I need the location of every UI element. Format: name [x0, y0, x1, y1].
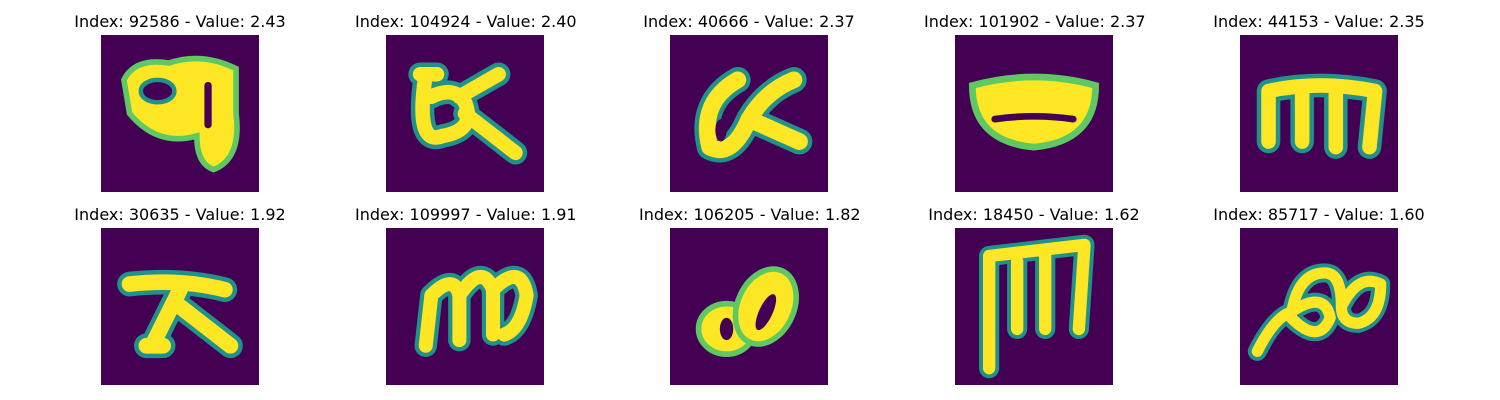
glyph-a-icon [101, 35, 259, 192]
sample-title: Index: 44153 - Value: 2.35 [1209, 12, 1429, 32]
sample-image [955, 228, 1113, 385]
sample-cell: Index: 30635 - Value: 1.92 [70, 205, 290, 385]
sample-image [386, 35, 544, 192]
sample-image [955, 35, 1113, 192]
sample-title: Index: 30635 - Value: 1.92 [70, 205, 290, 225]
sample-cell: Index: 104924 - Value: 2.40 [355, 12, 575, 192]
sample-title: Index: 85717 - Value: 1.60 [1209, 205, 1429, 225]
sample-cell: Index: 106205 - Value: 1.82 [639, 205, 859, 385]
glyph-d-icon [955, 35, 1113, 192]
sample-image [1240, 228, 1398, 385]
sample-image [386, 228, 544, 385]
sample-title: Index: 106205 - Value: 1.82 [639, 205, 859, 225]
sample-title: Index: 92586 - Value: 2.43 [70, 12, 290, 32]
sample-cell: Index: 109997 - Value: 1.91 [355, 205, 575, 385]
sample-title: Index: 109997 - Value: 1.91 [355, 205, 575, 225]
sample-title: Index: 101902 - Value: 2.37 [924, 12, 1144, 32]
sample-image [670, 35, 828, 192]
sample-title: Index: 40666 - Value: 2.37 [639, 12, 859, 32]
sample-title: Index: 18450 - Value: 1.62 [924, 205, 1144, 225]
glyph-j-icon [1240, 228, 1398, 385]
sample-image [101, 35, 259, 192]
sample-cell: Index: 92586 - Value: 2.43 [70, 12, 290, 192]
sample-image [101, 228, 259, 385]
glyph-g-icon [386, 228, 544, 385]
glyph-c-icon [670, 35, 828, 192]
glyph-f-icon [101, 228, 259, 385]
sample-image [1240, 35, 1398, 192]
sample-image [670, 228, 828, 385]
glyph-i-icon [955, 228, 1113, 385]
sample-cell: Index: 101902 - Value: 2.37 [924, 12, 1144, 192]
glyph-h-icon [670, 228, 828, 385]
sample-cell: Index: 85717 - Value: 1.60 [1209, 205, 1429, 385]
glyph-e-icon [1240, 35, 1398, 192]
sample-cell: Index: 44153 - Value: 2.35 [1209, 12, 1429, 192]
sample-cell: Index: 18450 - Value: 1.62 [924, 205, 1144, 385]
sample-cell: Index: 40666 - Value: 2.37 [639, 12, 859, 192]
glyph-b-icon [386, 35, 544, 192]
sample-title: Index: 104924 - Value: 2.40 [355, 12, 575, 32]
